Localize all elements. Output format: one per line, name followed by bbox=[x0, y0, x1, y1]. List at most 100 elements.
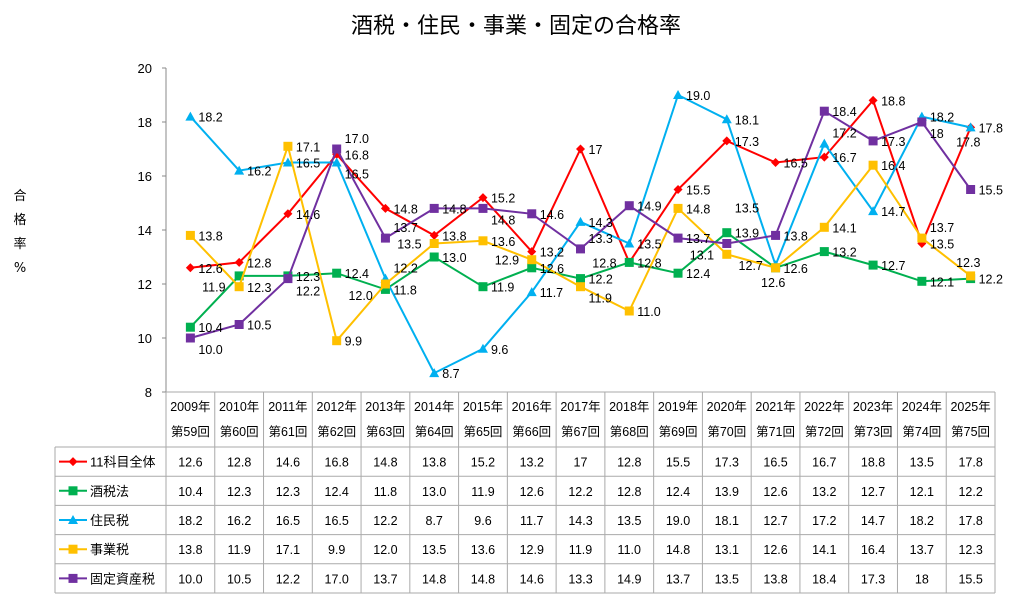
data-label: 12.2 bbox=[979, 273, 1003, 287]
data-point bbox=[526, 287, 537, 297]
x-tick-label-round: 第62回 bbox=[317, 425, 356, 439]
x-tick-label-year: 2019年 bbox=[658, 400, 698, 414]
data-point bbox=[819, 247, 829, 257]
legend-marker bbox=[68, 515, 78, 524]
data-point bbox=[478, 236, 488, 246]
data-label: 11.7 bbox=[540, 286, 563, 300]
table-cell: 13.7 bbox=[910, 543, 934, 557]
legend-label: 固定資産税 bbox=[90, 571, 155, 586]
data-point bbox=[332, 336, 342, 346]
table-cell: 11.9 bbox=[227, 543, 250, 557]
data-label: 14.7 bbox=[881, 205, 905, 219]
x-tick-label-year: 2017年 bbox=[560, 400, 600, 414]
y-tick-label: 18 bbox=[138, 115, 152, 130]
data-label: 12.2 bbox=[393, 262, 417, 276]
data-label: 13.8 bbox=[784, 229, 808, 243]
data-point bbox=[673, 233, 683, 243]
data-point bbox=[966, 271, 976, 281]
data-label: 17.0 bbox=[345, 132, 369, 146]
x-tick-label-round: 第65回 bbox=[464, 425, 503, 439]
data-point bbox=[868, 136, 878, 146]
table-cell: 16.5 bbox=[763, 456, 787, 470]
table-cell: 13.0 bbox=[422, 485, 446, 499]
table-cell: 14.6 bbox=[276, 456, 300, 470]
y-tick-label: 14 bbox=[138, 223, 152, 238]
table-cell: 14.9 bbox=[617, 572, 641, 586]
data-point bbox=[527, 209, 537, 219]
x-tick-label-year: 2010年 bbox=[219, 400, 259, 414]
data-point bbox=[575, 216, 586, 226]
y-tick-label: 20 bbox=[138, 61, 152, 76]
table-cell: 12.9 bbox=[520, 543, 544, 557]
data-label: 16.2 bbox=[247, 165, 271, 179]
table-cell: 12.2 bbox=[568, 485, 592, 499]
table-cell: 11.7 bbox=[520, 514, 543, 528]
data-point bbox=[332, 144, 342, 154]
table-cell: 13.5 bbox=[715, 572, 739, 586]
data-label: 13.8 bbox=[198, 229, 222, 243]
x-tick-label-year: 2024年 bbox=[902, 400, 942, 414]
table-cell: 18.1 bbox=[715, 514, 739, 528]
data-label: 12.6 bbox=[761, 276, 785, 290]
data-point bbox=[380, 203, 390, 213]
data-label: 14.8 bbox=[686, 202, 710, 216]
data-point bbox=[721, 114, 732, 124]
data-label: 13.9 bbox=[735, 227, 759, 241]
data-label: 14.6 bbox=[540, 208, 564, 222]
table-cell: 12.3 bbox=[227, 485, 251, 499]
data-label: 12.7 bbox=[881, 259, 905, 273]
data-point bbox=[478, 193, 488, 203]
legend-label: 11科目全体 bbox=[90, 455, 156, 470]
table-cell: 14.8 bbox=[422, 572, 446, 586]
table-cell: 9.6 bbox=[474, 514, 491, 528]
legend-label: 酒税法 bbox=[90, 484, 129, 499]
table-cell: 18 bbox=[915, 572, 929, 586]
data-point bbox=[917, 276, 927, 286]
data-point bbox=[722, 228, 732, 238]
data-label: 13.0 bbox=[442, 251, 466, 265]
data-label: 12.2 bbox=[589, 273, 613, 287]
table-cell: 12.1 bbox=[910, 485, 934, 499]
data-label: 18.2 bbox=[198, 111, 222, 125]
x-tick-label-round: 第75回 bbox=[951, 425, 990, 439]
data-label: 14.8 bbox=[393, 202, 417, 216]
data-point bbox=[429, 230, 439, 240]
table-cell: 12.2 bbox=[373, 514, 397, 528]
data-label: 12.1 bbox=[930, 275, 954, 289]
table-cell: 18.2 bbox=[910, 514, 934, 528]
data-label: 13.1 bbox=[690, 248, 714, 262]
table-cell: 16.8 bbox=[325, 456, 349, 470]
data-point bbox=[332, 268, 342, 278]
table-cell: 12.6 bbox=[520, 485, 544, 499]
data-label: 12.3 bbox=[296, 270, 320, 284]
y-tick-label: 16 bbox=[138, 169, 152, 184]
table-cell: 13.8 bbox=[178, 543, 202, 557]
data-label: 12.9 bbox=[495, 254, 519, 268]
data-point bbox=[331, 157, 342, 167]
data-label: 14.8 bbox=[491, 213, 515, 227]
table-cell: 12.8 bbox=[617, 456, 641, 470]
data-point bbox=[234, 271, 244, 281]
legend-label: 事業税 bbox=[90, 542, 129, 557]
table-cell: 17.3 bbox=[715, 456, 739, 470]
table-cell: 13.3 bbox=[568, 572, 592, 586]
data-point bbox=[478, 203, 488, 213]
table-cell: 14.8 bbox=[666, 543, 690, 557]
y-axis-label-char: % bbox=[13, 261, 27, 276]
x-tick-label-round: 第69回 bbox=[659, 425, 698, 439]
y-tick-label: 8 bbox=[145, 385, 152, 400]
data-label: 16.5 bbox=[296, 157, 320, 171]
x-tick-label-round: 第74回 bbox=[902, 425, 941, 439]
data-label: 10.5 bbox=[247, 319, 271, 333]
data-point bbox=[673, 185, 683, 194]
data-label: 13.5 bbox=[397, 238, 421, 252]
data-label: 14.6 bbox=[296, 208, 320, 222]
data-point bbox=[624, 306, 634, 316]
x-tick-label-year: 2021年 bbox=[755, 400, 795, 414]
data-label: 16.5 bbox=[784, 157, 808, 171]
x-tick-label-year: 2022年 bbox=[804, 400, 844, 414]
y-axis-label-char: 格 bbox=[13, 213, 27, 228]
data-label: 13.5 bbox=[930, 238, 954, 252]
table-cell: 14.3 bbox=[568, 514, 592, 528]
